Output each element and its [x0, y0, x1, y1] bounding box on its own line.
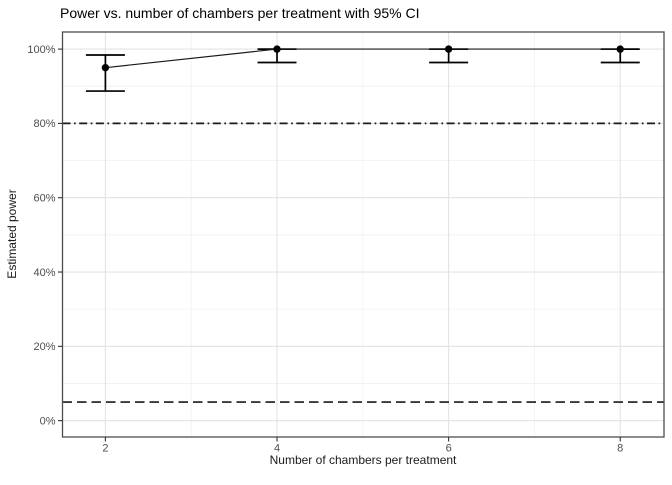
y-axis-title: Estimated power [5, 189, 19, 278]
chart-title: Power vs. number of chambers per treatme… [60, 5, 419, 21]
data-point [444, 45, 453, 53]
x-tick-label: 6 [446, 443, 452, 455]
power-line [105, 48, 621, 69]
y-tick-label: 100% [27, 44, 55, 56]
y-tick-labels: 0% 20% 40% 60% 80% 100% [27, 44, 55, 428]
x-tick-labels: 2 4 6 8 [102, 443, 623, 455]
x-axis-title: Number of chambers per treatment [270, 453, 457, 467]
x-tick-label: 2 [102, 443, 108, 455]
x-tick-label: 8 [617, 443, 623, 455]
y-tick-label: 40% [33, 267, 55, 279]
error-bar [85, 54, 125, 92]
panel-border [61, 31, 665, 438]
data-points [101, 45, 624, 72]
y-tick-label: 60% [33, 193, 55, 205]
y-tick-label: 20% [33, 341, 55, 353]
y-tick-label: 0% [40, 415, 56, 427]
minor-gridlines [62, 32, 664, 437]
reference-lines [62, 122, 664, 403]
x-tick-label: 4 [274, 443, 280, 455]
data-point [273, 45, 281, 53]
axis-ticks [58, 48, 621, 442]
data-point [101, 63, 110, 72]
data-point [616, 45, 624, 53]
y-tick-label: 80% [33, 118, 55, 130]
